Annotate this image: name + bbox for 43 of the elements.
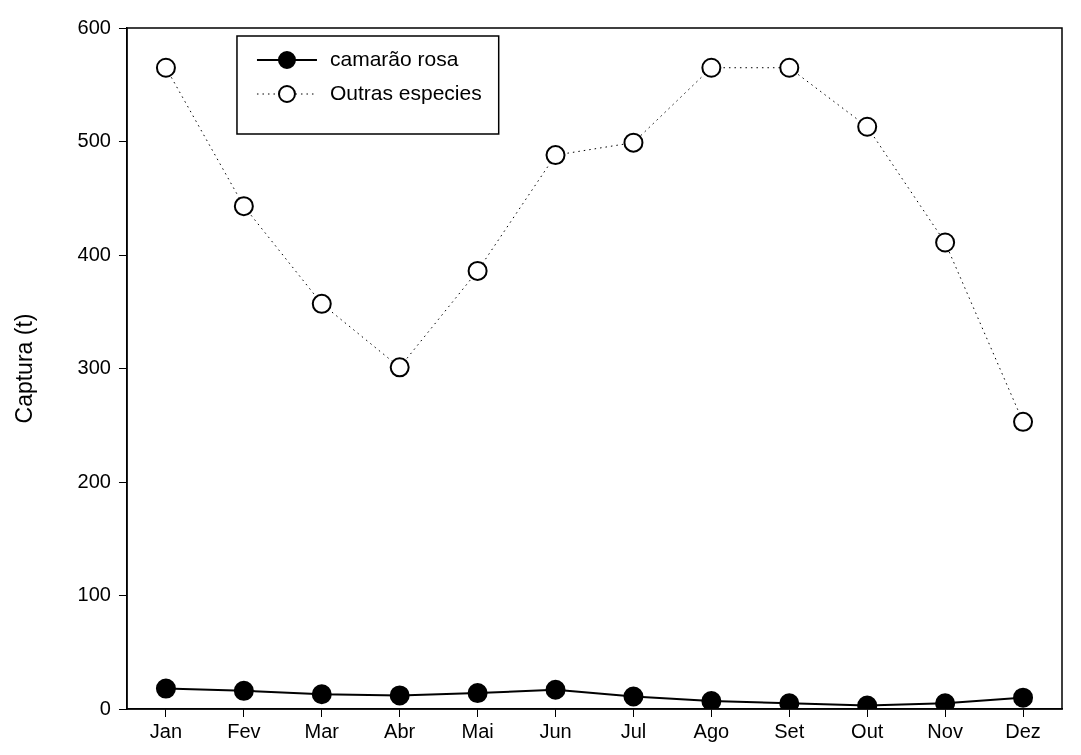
legend-label: Outras especies (329, 80, 482, 104)
point (155, 57, 176, 78)
point (467, 683, 488, 704)
x-tick-label: Abr (384, 719, 416, 742)
point (701, 691, 722, 709)
y-tick-label: 200 (77, 469, 111, 492)
point (233, 680, 254, 701)
y-tick-label: 100 (77, 583, 111, 606)
y-tick-label: 0 (99, 696, 111, 719)
x-tick-label: Fev (227, 719, 261, 742)
y-tick-label: 300 (77, 356, 111, 379)
point (155, 678, 176, 699)
point (935, 232, 956, 253)
x-tick-label: Jul (620, 719, 647, 742)
y-tick-label: 600 (77, 15, 111, 38)
point (1013, 687, 1034, 708)
x-tick-label: Mar (304, 719, 340, 742)
point (311, 293, 332, 314)
y-tick-label: 400 (77, 242, 111, 265)
point (311, 684, 332, 705)
y-axis-title: Captura (t) (11, 313, 38, 424)
point (467, 260, 488, 281)
point (623, 132, 644, 153)
point (389, 685, 410, 706)
point (623, 686, 644, 707)
x-tick-label: Dez (1005, 719, 1041, 742)
point (389, 357, 410, 378)
point (701, 57, 722, 78)
x-tick-label: Jun (539, 719, 572, 742)
x-tick-label: Mai (461, 719, 494, 742)
y-tick-label: 500 (77, 129, 111, 152)
x-tick-label: Out (851, 719, 884, 742)
x-tick-label: Nov (927, 719, 963, 742)
point (779, 57, 800, 78)
point (233, 196, 254, 217)
point (545, 679, 566, 700)
x-tick-label: Set (774, 719, 805, 742)
point (857, 116, 878, 137)
x-tick-label: Ago (693, 719, 730, 742)
point (545, 145, 566, 166)
legend-label: camarão rosa (329, 46, 459, 70)
point (1013, 411, 1034, 432)
x-tick-label: Jan (149, 719, 183, 742)
